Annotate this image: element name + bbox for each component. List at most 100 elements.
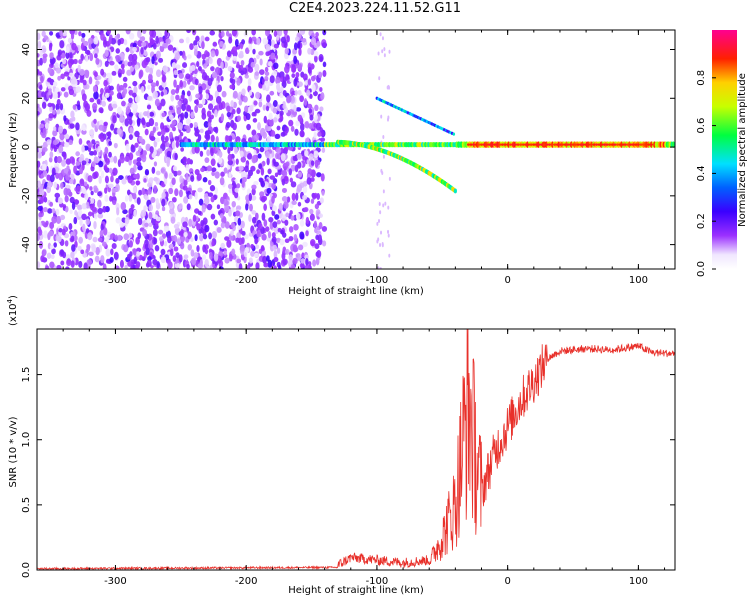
noise-cell (174, 262, 181, 269)
noise-cell (68, 139, 74, 146)
noise-cell (154, 121, 159, 127)
noise-cell (303, 98, 308, 106)
carrier-core-cell (482, 143, 486, 146)
noise-cell (289, 177, 293, 183)
noise-cell (160, 128, 166, 136)
noise-cell (170, 216, 176, 224)
noise-cell (219, 213, 224, 219)
spectrogram-y-tick-label: 0 (21, 144, 32, 150)
noise-cell (154, 98, 160, 107)
noise-cell (122, 76, 128, 82)
noise-cell (275, 76, 281, 85)
noise-cell (210, 147, 214, 157)
noise-cell (207, 179, 212, 186)
noise-cell (138, 145, 142, 152)
noise-cell (128, 240, 133, 248)
noise-cell (317, 131, 322, 137)
snr-y-tick-label: 1.5 (21, 367, 32, 383)
noise-cell (250, 195, 257, 201)
noise-cell (288, 226, 294, 233)
noise-cell (246, 123, 251, 131)
noise-cell (155, 216, 161, 222)
noise-cell (171, 177, 176, 186)
noise-cell (132, 173, 139, 179)
noise-cell (80, 53, 84, 61)
noise-cell (294, 89, 298, 96)
noise-cell (253, 149, 257, 156)
noise-cell (310, 75, 316, 82)
noise-cell (162, 74, 167, 83)
noise-cell (194, 191, 198, 200)
noise-cell (186, 105, 192, 112)
noise-cell (65, 266, 70, 269)
noise-cell (302, 194, 308, 201)
noise-cell (87, 232, 93, 241)
spectrogram-x-tick-label: 0 (504, 275, 510, 286)
noise-cell (142, 150, 147, 156)
carrier-core-cell (584, 143, 588, 146)
carrier-core-cell (506, 143, 510, 146)
noise-cell (297, 114, 303, 122)
noise-cell (104, 194, 109, 202)
noise-cell (38, 228, 43, 236)
noise-cell (378, 76, 381, 81)
noise-cell (221, 90, 227, 98)
noise-cell (62, 58, 67, 65)
noise-cell (206, 165, 213, 172)
noise-cell (310, 198, 315, 204)
noise-cell (305, 258, 309, 266)
noise-cell (43, 35, 49, 41)
noise-cell (260, 167, 265, 176)
noise-cell (80, 37, 85, 43)
noise-cell (231, 206, 235, 213)
noise-cell (132, 186, 137, 193)
noise-cell (174, 52, 181, 61)
noise-cell (182, 156, 187, 162)
noise-cell (73, 58, 78, 65)
noise-cell (215, 135, 219, 144)
noise-cell (214, 171, 220, 179)
noise-cell (244, 105, 249, 113)
carrier-core-cell (469, 143, 473, 146)
noise-cell (274, 214, 280, 220)
noise-cell (263, 262, 269, 268)
noise-cell (297, 171, 303, 178)
noise-cell (64, 83, 69, 90)
noise-cell (53, 146, 58, 153)
noise-cell (77, 104, 81, 111)
noise-cell (313, 150, 319, 158)
noise-cell (106, 30, 112, 35)
noise-cell (121, 100, 126, 107)
noise-cell (42, 55, 47, 64)
noise-cell (300, 122, 305, 132)
snr-plot-area (37, 329, 675, 570)
noise-cell (87, 211, 93, 217)
noise-cell (93, 71, 98, 78)
noise-cell (185, 164, 190, 172)
noise-cell (37, 103, 40, 109)
noise-cell (177, 100, 182, 106)
carrier-core-cell (568, 143, 572, 146)
noise-cell (382, 154, 385, 159)
noise-cell (288, 236, 294, 242)
noise-cell (169, 131, 173, 139)
noise-cell (82, 79, 87, 86)
noise-cell (207, 116, 212, 124)
noise-cell (179, 175, 184, 184)
noise-cell (185, 118, 191, 125)
noise-cell (292, 155, 297, 162)
noise-cell (179, 80, 184, 88)
noise-cell (299, 95, 304, 103)
carrier-core-cell (610, 143, 614, 146)
noise-cell (321, 42, 328, 48)
noise-cell (47, 181, 53, 188)
noise-cell (319, 197, 324, 204)
noise-cell (194, 78, 199, 86)
noise-cell (285, 212, 290, 218)
noise-cell (290, 125, 295, 132)
noise-cell (133, 58, 137, 65)
noise-cell (69, 58, 75, 65)
noise-cell (113, 142, 118, 149)
noise-cell (235, 210, 241, 217)
noise-cell (308, 153, 314, 161)
